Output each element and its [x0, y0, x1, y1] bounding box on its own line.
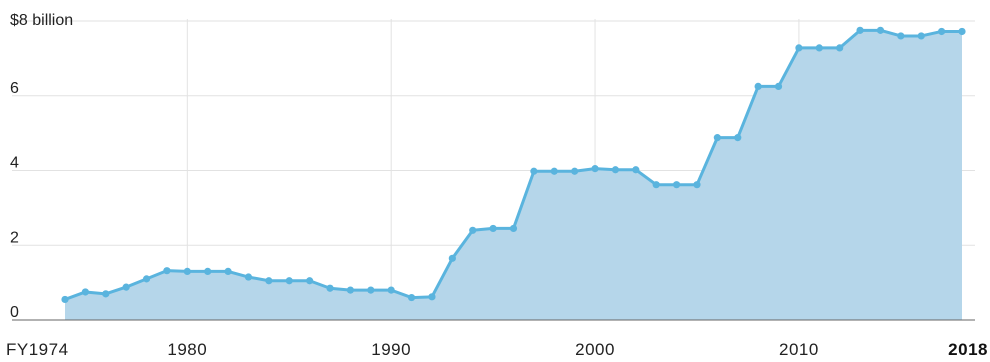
data-point-2017: [938, 27, 946, 36]
data-point-2007: [734, 134, 742, 142]
data-point-1994: [469, 226, 477, 234]
data-point-1980: [183, 267, 191, 276]
data-point-1997: [530, 167, 538, 175]
data-point-1975: [81, 288, 89, 296]
x-tick-label: 2010: [779, 340, 819, 359]
data-point-1992: [428, 293, 436, 301]
data-point-2014: [876, 26, 885, 34]
data-point-2000: [591, 165, 599, 173]
data-point-1981: [204, 267, 212, 276]
x-tick-label: 2018: [948, 340, 988, 359]
data-point-2004: [672, 181, 681, 189]
data-point-2018: [958, 27, 966, 36]
data-point-1999: [571, 167, 579, 175]
x-tick-label: 2000: [575, 340, 615, 359]
data-point-2006: [713, 134, 721, 142]
data-point-2008: [754, 82, 762, 91]
data-point-1998: [550, 167, 558, 175]
data-point-2015: [897, 32, 905, 40]
x-tick-label: 1990: [371, 340, 411, 359]
y-tick-label: 2: [10, 229, 19, 246]
data-point-2001: [611, 166, 620, 174]
data-point-2009: [774, 82, 783, 91]
area-fill: [65, 30, 962, 321]
data-point-2003: [652, 181, 660, 189]
area-layer: [12, 30, 975, 321]
marker-layer: [61, 26, 966, 304]
data-point-1974: [61, 295, 69, 304]
data-point-1990: [387, 286, 395, 294]
data-point-1983: [244, 273, 253, 281]
x-tick-label: 1980: [167, 340, 207, 359]
data-point-1989: [367, 286, 375, 294]
data-point-1977: [122, 283, 130, 291]
data-point-2012: [836, 44, 844, 52]
data-point-1979: [163, 267, 171, 275]
data-point-2010: [795, 44, 803, 52]
y-tick-label: 6: [10, 80, 19, 97]
data-point-1986: [306, 277, 314, 285]
y-tick-label: $8 billion: [10, 12, 73, 29]
data-point-1988: [346, 286, 355, 294]
data-point-1991: [407, 293, 416, 302]
data-point-1993: [448, 254, 456, 262]
data-point-2016: [917, 32, 925, 40]
y-tick-label: 4: [10, 155, 19, 172]
data-point-1985: [285, 277, 293, 285]
y-axis-labels: 0 2 4 6 $8 billion: [10, 12, 73, 321]
data-point-1995: [489, 224, 497, 233]
data-point-1996: [509, 224, 518, 233]
data-point-1984: [265, 277, 273, 285]
y-tick-label: 0: [10, 304, 19, 321]
x-tick-label: FY1974: [6, 340, 69, 359]
x-axis-labels: FY1974 1980 1990 2000 2010 2018: [6, 340, 988, 359]
data-point-1987: [326, 284, 334, 292]
data-point-2005: [693, 181, 701, 189]
data-point-1982: [224, 267, 232, 276]
data-point-1978: [142, 275, 151, 283]
data-point-2013: [856, 26, 864, 34]
data-point-2002: [632, 166, 640, 174]
data-point-1976: [102, 290, 110, 298]
data-point-2011: [815, 44, 823, 52]
